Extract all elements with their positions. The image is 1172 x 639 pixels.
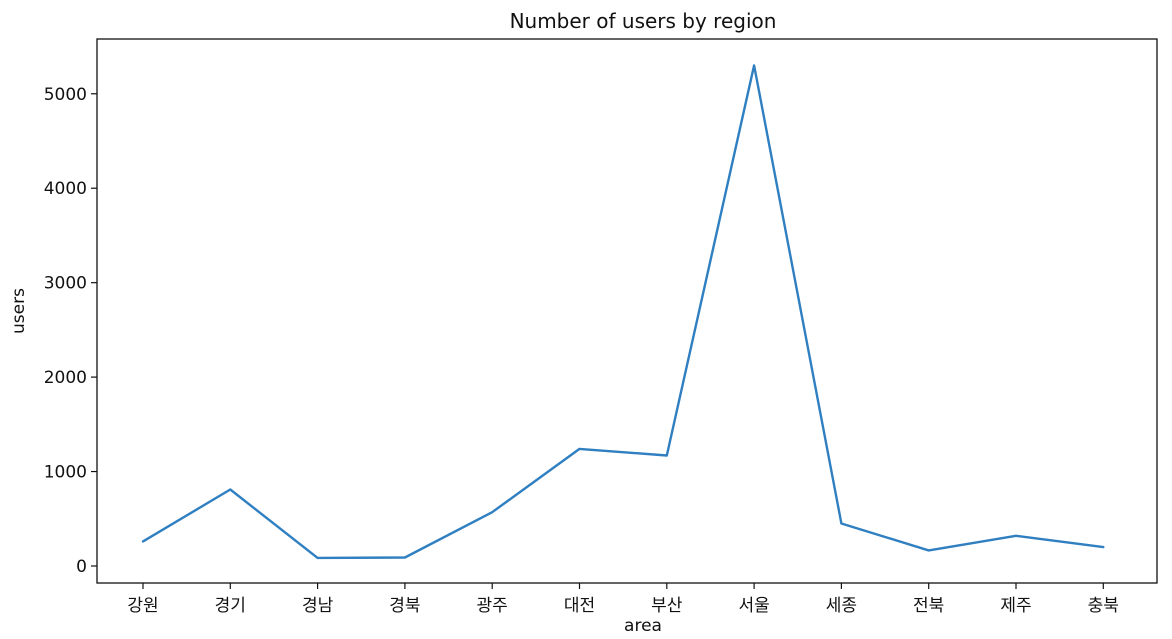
series-line bbox=[141, 64, 1105, 560]
y-axis-label: users bbox=[9, 288, 29, 334]
x-tick-label: 전북 bbox=[913, 596, 944, 616]
y-tick-label: 4000 bbox=[44, 179, 87, 199]
x-axis-label: area bbox=[624, 616, 662, 636]
y-tick-label: 5000 bbox=[44, 85, 87, 105]
x-tick-label: 경남 bbox=[302, 596, 334, 616]
x-tick-label: 충북 bbox=[1088, 596, 1119, 616]
chart-title: Number of users by region bbox=[510, 9, 777, 33]
x-tick-label: 경기 bbox=[215, 596, 246, 616]
y-tick-label: 3000 bbox=[44, 274, 87, 294]
x-tick-label: 경북 bbox=[389, 596, 420, 616]
x-axis: 강원 경기 경남 경북 광주 대전 부산 서울 세종 전북 제주 충북 bbox=[127, 583, 1119, 616]
y-tick-label: 2000 bbox=[44, 368, 87, 388]
x-tick-label: 광주 bbox=[477, 596, 508, 616]
y-tick-label: 0 bbox=[76, 557, 87, 577]
y-axis: 0 1000 2000 3000 4000 5000 bbox=[44, 85, 97, 577]
y-tick-label: 1000 bbox=[44, 463, 87, 483]
x-tick-label: 부산 bbox=[651, 596, 683, 616]
x-tick-label: 강원 bbox=[127, 596, 158, 616]
data-series-group bbox=[141, 64, 1105, 560]
plot-area-frame bbox=[96, 38, 1158, 584]
x-tick-label: 제주 bbox=[1000, 596, 1031, 616]
x-tick-label: 서울 bbox=[738, 596, 769, 616]
x-tick-label: 대전 bbox=[564, 596, 595, 616]
x-tick-label: 세종 bbox=[826, 596, 857, 616]
